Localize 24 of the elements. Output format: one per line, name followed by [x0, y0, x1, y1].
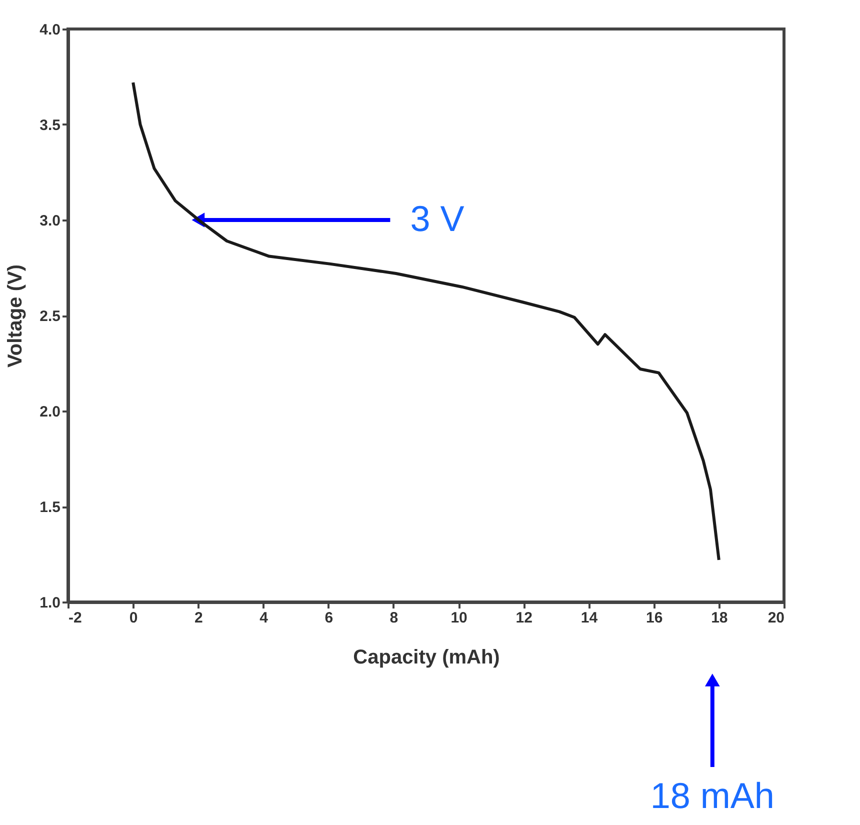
x-axis-title: Capacity (mAh): [353, 646, 500, 668]
y-tick-label: 4.0: [40, 22, 60, 38]
y-tick-label: 3.0: [40, 212, 60, 230]
x-tick-label: 12: [516, 610, 532, 626]
x-tick-label: 0: [129, 610, 138, 626]
y-tick-label: 2.0: [40, 404, 60, 420]
x-tick-label: 18: [711, 610, 728, 626]
y-axis-title: Voltage (V): [4, 264, 27, 368]
x-tick-label: 4: [260, 610, 269, 626]
text: 18 mAh: [650, 775, 774, 816]
x-tick-label: 8: [390, 610, 398, 626]
x-tick-label: 16: [646, 610, 663, 626]
x-tick-label: 14: [580, 610, 598, 626]
x-tick-label: 2: [194, 610, 203, 626]
x-tick-label: -2: [68, 610, 82, 626]
y-tick-label: 1.5: [40, 499, 60, 516]
x-tick-label: 6: [324, 610, 334, 626]
y-tick-label: 3.5: [40, 117, 60, 134]
line-series: [132, 80, 720, 562]
x-tick-label: 10: [450, 610, 468, 626]
y-tick-label: 2.5: [40, 308, 60, 325]
x-tick-label: 20: [768, 610, 784, 626]
annotation: 3 V: [410, 198, 464, 239]
y-tick-label: 1.0: [40, 594, 60, 612]
